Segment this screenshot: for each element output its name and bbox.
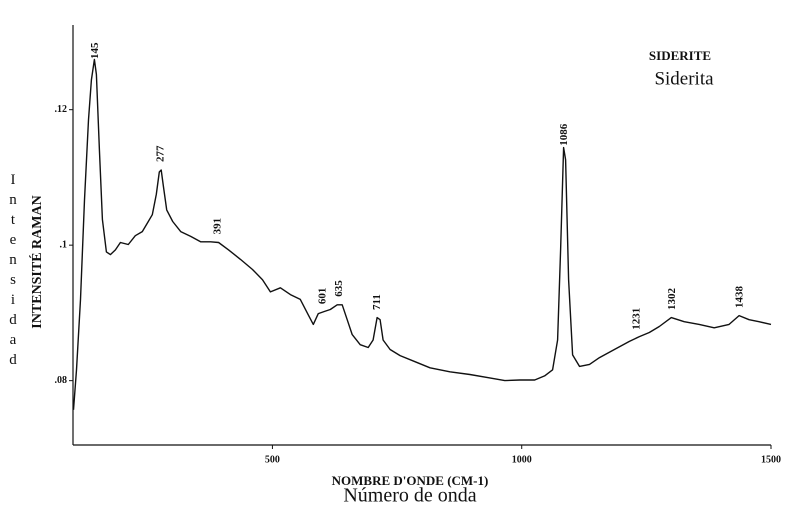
peak-label: 277 bbox=[155, 145, 167, 162]
peak-label: 1086 bbox=[558, 123, 570, 146]
peak-label: 1231 bbox=[630, 308, 642, 330]
y-axis-label-translation: Intensidad bbox=[5, 172, 21, 372]
chart-subtitle: Siderita bbox=[654, 68, 714, 89]
peak-label: 391 bbox=[212, 218, 224, 235]
y-tick-label: .1 bbox=[60, 239, 68, 250]
peak-label: 711 bbox=[371, 294, 383, 310]
spectrum-line bbox=[72, 58, 772, 410]
peak-label: 601 bbox=[316, 288, 328, 305]
y-tick-label: .12 bbox=[55, 104, 68, 115]
x-tick-label: 1500 bbox=[761, 454, 781, 465]
peak-label: 1438 bbox=[734, 286, 746, 309]
chart-title: SIDERITE bbox=[649, 48, 711, 63]
y-tick-label: .08 bbox=[55, 375, 68, 386]
x-tick-label: 1000 bbox=[512, 454, 532, 465]
peak-label: 145 bbox=[89, 42, 101, 59]
y-axis-label: INTENSITÉ RAMAN bbox=[28, 195, 45, 328]
x-tick-label: 500 bbox=[265, 454, 280, 465]
x-axis-label-translation: Número de onda bbox=[343, 485, 476, 506]
peak-label: 635 bbox=[333, 280, 345, 297]
peak-label: 1302 bbox=[666, 288, 678, 311]
x-axis-label: NOMBRE D'ONDE (CM-1) bbox=[332, 473, 489, 488]
